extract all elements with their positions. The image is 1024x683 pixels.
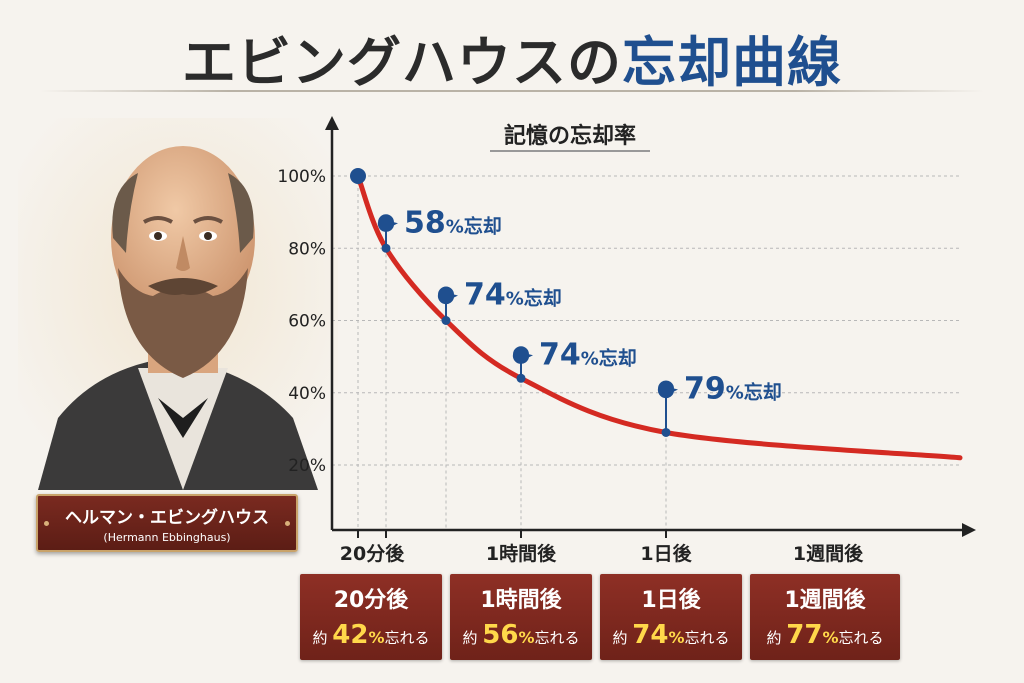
summary-unit: % <box>668 628 685 647</box>
pin-marker-icon <box>512 346 533 364</box>
y-tick-label: 80% <box>288 239 326 259</box>
name-plate: ヘルマン・エビングハウス (Hermann Ebbinghaus) <box>36 494 298 552</box>
summary-suffix: 忘れる <box>384 629 430 647</box>
summary-suffix: 忘れる <box>838 629 884 647</box>
annotation-label: 79%忘却 <box>684 371 782 406</box>
pin-marker-icon <box>657 380 678 399</box>
data-point <box>661 427 671 437</box>
summary-box: 1時間後 約 56%忘れる <box>450 574 592 660</box>
y-axis-arrow-icon <box>325 116 339 130</box>
page-title: エビングハウスの忘却曲線 <box>0 18 1024 97</box>
y-tick-label: 100% <box>277 167 326 187</box>
summary-prefix: 約 <box>766 629 782 647</box>
data-point <box>516 373 526 383</box>
pin-marker-icon <box>377 214 398 232</box>
summary-unit: % <box>368 628 385 647</box>
summary-percent: 42 <box>332 620 369 650</box>
rivet-icon <box>285 521 290 526</box>
y-tick-label: 40% <box>288 384 326 404</box>
summary-box-title: 20分後 <box>333 588 409 613</box>
x-axis-arrow-icon <box>962 523 976 537</box>
summary-percent: 77 <box>786 620 823 650</box>
title-part-1: エビングハウスの <box>182 31 622 94</box>
summary-prefix: 約 <box>462 629 478 647</box>
x-tick-label: 20分後 <box>340 542 405 565</box>
chart-title: 記憶の忘却率 <box>503 124 636 149</box>
summary-suffix: 忘れる <box>684 629 730 647</box>
summary-prefix: 約 <box>312 629 328 647</box>
title-part-2: 忘却曲線 <box>622 31 842 94</box>
x-tick-label: 1日後 <box>640 542 692 565</box>
summary-box-title: 1日後 <box>641 588 701 613</box>
summary-box-line: 約 74%忘れる <box>600 620 742 650</box>
summary-box-line: 約 56%忘れる <box>450 620 592 650</box>
title-divider <box>40 90 984 92</box>
pin-marker-icon <box>437 286 458 305</box>
annotation-label: 74%忘却 <box>464 278 562 313</box>
x-tick-label: 1時間後 <box>486 542 557 565</box>
portrait-image <box>18 118 338 490</box>
summary-percent: 56 <box>482 620 519 650</box>
person-name-en: (Hermann Ebbinghaus) <box>103 531 231 544</box>
x-tick-label: 1週間後 <box>793 542 864 565</box>
rivet-icon <box>44 521 49 526</box>
summary-unit: % <box>518 628 535 647</box>
summary-percent: 74 <box>632 620 669 650</box>
start-point <box>350 168 366 184</box>
summary-box: 20分後 約 42%忘れる <box>300 574 442 660</box>
summary-box-line: 約 77%忘れる <box>750 620 900 650</box>
data-point <box>441 316 451 325</box>
summary-unit: % <box>822 628 839 647</box>
summary-box-title: 1週間後 <box>784 588 866 613</box>
summary-box-line: 約 42%忘れる <box>300 620 442 650</box>
summary-box: 1日後 約 74%忘れる <box>600 574 742 660</box>
y-tick-label: 60% <box>288 312 326 332</box>
y-tick-label: 20% <box>288 456 326 476</box>
summary-box-title: 1時間後 <box>480 588 562 613</box>
data-point <box>381 243 391 253</box>
summary-suffix: 忘れる <box>534 629 580 647</box>
annotation-label: 58%忘却 <box>404 205 502 240</box>
chart-title-underline <box>490 150 650 152</box>
summary-prefix: 約 <box>612 629 628 647</box>
person-name-jp: ヘルマン・エビングハウス <box>65 508 269 528</box>
annotation-label: 74%忘却 <box>539 337 637 372</box>
summary-box: 1週間後 約 77%忘れる <box>750 574 900 660</box>
